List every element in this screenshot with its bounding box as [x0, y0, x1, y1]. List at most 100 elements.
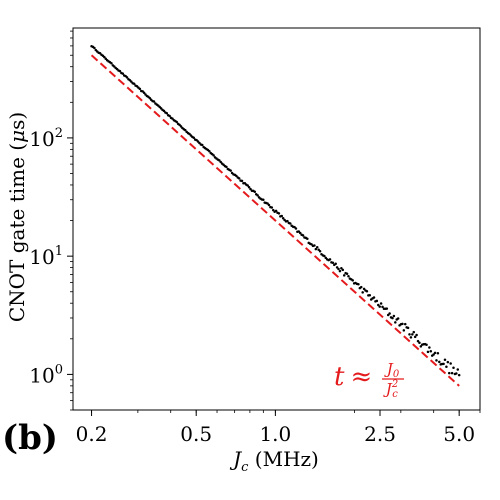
formula-den-sup: 2 — [391, 379, 398, 390]
data-point — [402, 329, 406, 332]
x-axis-label-unit: (MHz) — [248, 447, 318, 471]
data-point — [378, 305, 381, 308]
x-tick-label: 5.0 — [443, 422, 475, 446]
data-point — [192, 136, 196, 139]
data-point — [218, 159, 221, 162]
data-point — [394, 321, 397, 324]
data-point — [323, 254, 326, 258]
formula-den-symbol: J — [383, 380, 393, 398]
data-point — [413, 335, 417, 339]
x-tick-label: 1.0 — [259, 422, 291, 446]
formula-lhs: t ≈ — [334, 362, 372, 392]
data-point — [377, 303, 380, 307]
data-point — [419, 345, 423, 348]
data-point — [240, 179, 244, 183]
data-point — [286, 219, 289, 223]
data-point — [306, 237, 309, 240]
data-point — [280, 214, 284, 218]
data-point — [313, 244, 316, 247]
y-axis-label-prefix: CNOT gate time ( — [5, 143, 29, 322]
data-point — [345, 272, 349, 276]
x-tick-label: 0.2 — [76, 422, 108, 446]
data-point — [342, 274, 346, 277]
panel-label: (b) — [2, 418, 58, 458]
data-point — [341, 268, 345, 272]
data-point — [449, 362, 452, 365]
data-point — [361, 291, 364, 294]
data-point — [118, 69, 122, 73]
data-point — [289, 222, 292, 225]
y-tick-base: 10 — [29, 127, 54, 151]
x-tick-label: 0.5 — [180, 422, 212, 446]
data-point — [208, 149, 211, 153]
y-tick-base: 10 — [29, 245, 54, 269]
data-point — [183, 128, 187, 132]
data-point — [298, 231, 302, 235]
data-point — [438, 360, 441, 364]
formula-num-symbol: J — [384, 360, 394, 378]
data-point — [262, 198, 265, 201]
data-point — [331, 261, 335, 265]
data-point — [171, 117, 174, 120]
data-point — [271, 208, 275, 212]
data-point — [416, 339, 420, 343]
formula-denominator: J2 c — [383, 379, 398, 400]
data-point — [301, 234, 305, 237]
formula-den-sub: c — [392, 389, 398, 400]
data-point — [452, 366, 455, 369]
data-point — [294, 227, 298, 230]
data-point — [148, 96, 152, 100]
data-point — [362, 287, 366, 291]
y-tick-base: 10 — [29, 363, 54, 387]
plot-frame — [72, 27, 481, 411]
data-point — [375, 299, 379, 303]
data-point — [381, 305, 384, 309]
minor-ticks — [70, 30, 481, 413]
data-point — [337, 267, 340, 271]
data-point — [401, 322, 404, 326]
data-point — [457, 373, 461, 377]
data-point — [411, 333, 414, 336]
data-point — [396, 317, 400, 320]
data-point — [385, 307, 389, 310]
data-point — [277, 212, 281, 215]
data-point — [318, 249, 322, 253]
data-point — [379, 302, 383, 305]
formula-num-sub: 0 — [393, 369, 400, 380]
data-point — [372, 296, 376, 299]
data-point — [175, 120, 178, 124]
data-point — [447, 371, 451, 375]
data-point — [225, 165, 228, 169]
y-tick-label: 101 — [29, 244, 63, 269]
data-point — [247, 186, 251, 189]
data-point — [165, 112, 169, 115]
data-point — [110, 62, 113, 65]
y-tick-label: 100 — [29, 362, 63, 387]
x-axis-label: Jc (MHz) — [229, 447, 319, 475]
data-point — [314, 247, 318, 251]
data-point — [388, 312, 391, 315]
data-point — [281, 217, 285, 220]
data-point — [446, 360, 450, 364]
data-point — [249, 187, 252, 191]
data-point — [201, 143, 204, 147]
data-point — [436, 352, 440, 355]
data-point — [409, 336, 413, 339]
data-point — [212, 154, 215, 157]
data-point — [347, 274, 350, 278]
data-point — [328, 258, 332, 261]
data-point — [138, 87, 142, 91]
data-point — [412, 330, 416, 334]
data-point — [456, 368, 460, 371]
data-point — [425, 343, 428, 346]
data-point — [406, 326, 410, 330]
data-point — [359, 285, 363, 289]
y-axis-label: CNOT gate time (μs) — [5, 112, 29, 322]
formula-t: t — [334, 362, 345, 392]
data-point — [443, 358, 447, 362]
data-point — [338, 269, 342, 273]
data-point — [428, 346, 431, 349]
data-point — [315, 245, 319, 249]
data-point — [351, 279, 354, 282]
